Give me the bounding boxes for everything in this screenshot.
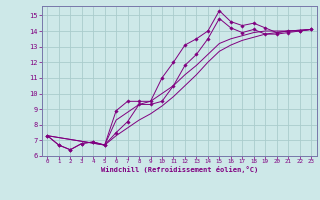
X-axis label: Windchill (Refroidissement éolien,°C): Windchill (Refroidissement éolien,°C) [100,166,258,173]
